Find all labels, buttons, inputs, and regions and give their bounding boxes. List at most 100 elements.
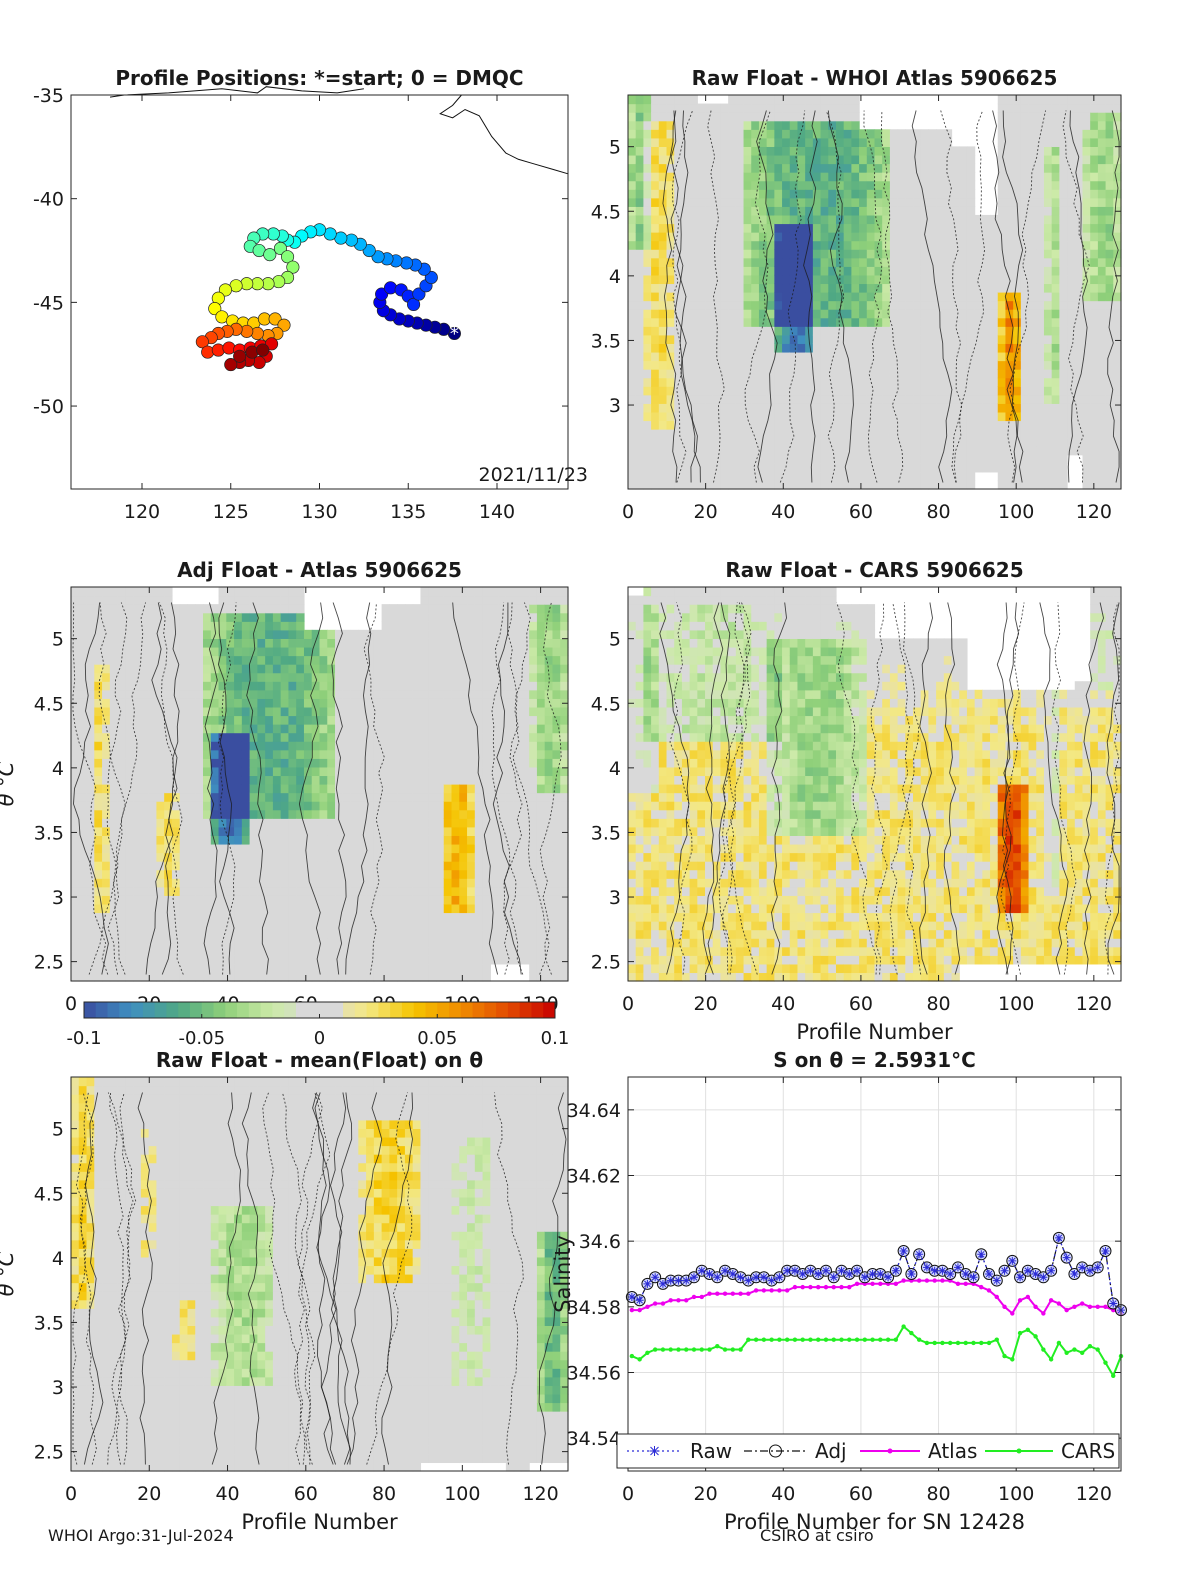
heatmap-cell: [117, 655, 126, 665]
heatmap-cell: [1105, 334, 1114, 344]
heatmap-cell: [218, 903, 227, 914]
heatmap-cell: [866, 240, 876, 250]
heatmap-cell: [982, 351, 991, 362]
heatmap-cell: [342, 946, 352, 956]
y-tick-label: -45: [33, 292, 64, 314]
heatmap-cell: [288, 818, 297, 828]
heatmap-cell: [1059, 197, 1068, 207]
heatmap-cell: [643, 180, 652, 190]
heatmap-cell: [766, 206, 775, 216]
heatmap-cell: [358, 921, 367, 931]
heatmap-cell: [982, 420, 991, 430]
heatmap-cell: [928, 223, 937, 233]
heatmap-cell: [828, 446, 837, 456]
heatmap-cell: [889, 292, 899, 302]
heatmap-cell: [397, 784, 406, 794]
heatmap-cell: [666, 411, 675, 422]
heatmap-cell: [751, 326, 760, 336]
heatmap-cell: [1020, 463, 1030, 473]
heatmap-cell: [179, 646, 189, 657]
heatmap-cell: [635, 146, 645, 156]
heatmap-cell: [303, 741, 313, 751]
heatmap-cell: [797, 411, 806, 422]
heatmap-cell: [148, 724, 158, 734]
heatmap-cell: [1036, 411, 1045, 422]
heatmap-cell: [164, 861, 173, 871]
heatmap-cell: [234, 895, 243, 905]
heatmap-cell: [997, 189, 1007, 199]
heatmap-cell: [959, 240, 968, 250]
heatmap-cell: [628, 480, 637, 490]
heatmap-cell: [1036, 351, 1045, 362]
heatmap-cell: [982, 360, 991, 370]
heatmap-cell: [789, 446, 799, 456]
heatmap-cell: [658, 446, 668, 456]
heatmap-cell: [797, 283, 806, 293]
heatmap-cell: [171, 775, 181, 785]
heatmap-cell: [674, 172, 683, 182]
heatmap-cell: [751, 232, 760, 242]
heatmap-cell: [164, 963, 173, 974]
heatmap-cell: [381, 886, 390, 896]
heatmap-cell: [319, 955, 328, 965]
heatmap-cell: [689, 120, 698, 130]
heatmap-cell: [743, 274, 752, 285]
heatmap-cell: [789, 471, 799, 482]
heatmap-cell: [758, 112, 768, 122]
heatmap-cell: [164, 946, 173, 956]
heatmap-cell: [249, 912, 258, 922]
heatmap-cell: [272, 724, 282, 734]
heatmap-cell: [843, 394, 852, 404]
heatmap-cell: [373, 706, 383, 717]
heatmap-cell: [920, 300, 930, 310]
heatmap-cell: [226, 775, 235, 785]
heatmap-cell: [1043, 95, 1053, 105]
heatmap-cell: [805, 292, 814, 302]
heatmap-cell: [897, 377, 906, 387]
heatmap-cell: [210, 715, 220, 725]
heatmap-cell: [366, 852, 375, 862]
heatmap-cell: [874, 283, 883, 293]
heatmap-cell: [1082, 129, 1091, 139]
heatmap-cell: [203, 758, 212, 768]
heatmap-cell: [303, 826, 313, 836]
heatmap-cell: [381, 963, 390, 974]
heatmap-cell: [951, 463, 960, 473]
heatmap-cell: [335, 861, 344, 871]
heatmap-cell: [913, 249, 922, 259]
heatmap-cell: [133, 895, 142, 905]
heatmap-cell: [265, 784, 274, 794]
heatmap-cell: [943, 463, 953, 473]
heatmap-cell: [210, 835, 220, 845]
heatmap-cell: [882, 154, 891, 165]
heatmap-cell: [381, 741, 390, 751]
heatmap-cell: [920, 206, 930, 216]
heatmap-cell: [1005, 369, 1014, 379]
heatmap-cell: [249, 818, 258, 828]
heatmap-cell: [288, 741, 297, 751]
heatmap-cell: [943, 223, 953, 233]
heatmap-cell: [743, 154, 752, 165]
heatmap-cell: [1082, 343, 1091, 353]
heatmap-cell: [327, 818, 336, 828]
heatmap-cell: [350, 955, 359, 965]
heatmap-cell: [203, 638, 212, 648]
heatmap-cell: [1059, 274, 1068, 285]
heatmap-cell: [882, 180, 891, 190]
heatmap-cell: [1090, 420, 1099, 430]
heatmap-cell: [102, 921, 111, 931]
heatmap-cell: [358, 835, 367, 845]
heatmap-cell: [843, 420, 852, 430]
heatmap-cell: [404, 963, 414, 974]
heatmap-cell: [164, 826, 173, 836]
heatmap-cell: [851, 334, 860, 344]
heatmap-cell: [171, 912, 181, 922]
heatmap-cell: [628, 120, 637, 130]
heatmap-cell: [373, 903, 383, 914]
heatmap-cell: [951, 471, 960, 482]
heatmap-cell: [1105, 283, 1114, 293]
heatmap-cell: [366, 775, 375, 785]
heatmap-cell: [109, 792, 119, 802]
heatmap-cell: [720, 129, 729, 139]
heatmap-cell: [1059, 240, 1068, 250]
